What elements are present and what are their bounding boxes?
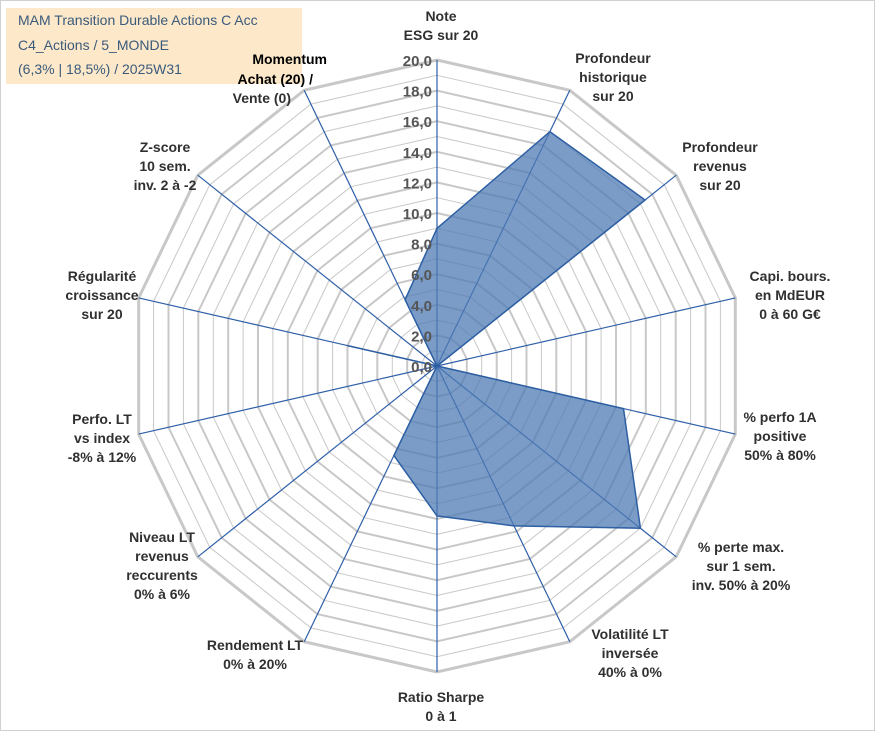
fund-title: MAM Transition Durable Actions C Acc: [18, 12, 258, 28]
series-area: [347, 130, 647, 529]
spoke-line: [138, 365, 438, 435]
category-label: % perte max.: [698, 539, 784, 555]
momentum-label-line1: Momentum: [252, 51, 327, 67]
tick-label: 16,0: [403, 114, 432, 131]
category-label: revenus: [693, 158, 747, 174]
tick-label: 20,0: [403, 53, 432, 70]
category-label: 10 sem.: [139, 158, 190, 174]
tick-label: 2,0: [411, 328, 432, 345]
category-label: -8% à 12%: [68, 449, 137, 465]
tick-label: 12,0: [403, 175, 432, 192]
category-label: Ratio Sharpe: [398, 689, 485, 705]
tick-label: 8,0: [411, 237, 432, 254]
category-label: 50% à 80%: [744, 447, 816, 463]
category-label: Perfo. LT: [72, 411, 132, 427]
tick-label: 14,0: [403, 145, 432, 162]
category-label: croissance: [65, 287, 138, 303]
category-label: Volatilité LT: [591, 626, 669, 642]
category-label: 0 à 1: [425, 708, 456, 724]
category-labels: Note ESG sur 20 Profondeur historique sur 20…: [65, 8, 830, 724]
tick-label: 6,0: [411, 267, 432, 284]
category-label: en MdEUR: [755, 287, 825, 303]
category-label: sur 20: [81, 306, 122, 322]
category-label: historique: [579, 69, 647, 85]
category-label: revenus: [135, 548, 189, 564]
category-label: Régularité: [68, 268, 137, 284]
category-label: vs index: [74, 430, 130, 446]
momentum-label-line3: Vente (0): [232, 90, 291, 106]
spoke-line: [197, 365, 438, 558]
category-label: reccurents: [126, 567, 198, 583]
spoke-line: [436, 297, 736, 367]
category-label: Z-score: [140, 139, 191, 155]
tick-label: 0,0: [411, 359, 432, 376]
category-label: inv. 50% à 20%: [692, 577, 791, 593]
category-label: sur 20: [699, 177, 740, 193]
category-label: Profondeur: [682, 139, 758, 155]
category-label: Capi. bours.: [750, 268, 831, 284]
tick-label: 18,0: [403, 84, 432, 101]
category-label: ESG sur 20: [404, 27, 479, 43]
category-label: 0% à 6%: [134, 586, 191, 602]
category-label: inv. 2 à -2: [134, 177, 197, 193]
fund-category: C4_Actions / 5_MONDE: [18, 37, 169, 53]
category-label: positive: [754, 428, 807, 444]
category-label: Niveau LT: [129, 529, 195, 545]
category-label: % perfo 1A: [743, 409, 816, 425]
category-label: 0% à 20%: [223, 656, 287, 672]
category-label: inversée: [602, 645, 659, 661]
title-box: MAM Transition Durable Actions C Acc C4_…: [6, 8, 302, 84]
category-label: Rendement LT: [207, 637, 304, 653]
tick-label: 10,0: [403, 206, 432, 223]
radial-tick-labels: 0,0 2,0 4,0 6,0 8,0 10,0 12,0 14,0 16,0 18,0 20,0: [403, 53, 432, 376]
category-label: 0 à 60 G€: [759, 306, 821, 322]
category-label: Note: [425, 8, 456, 24]
spoke-line: [197, 174, 438, 367]
category-label: sur 20: [592, 88, 633, 104]
category-label: 40% à 0%: [598, 664, 662, 680]
category-label: Profondeur: [575, 50, 651, 66]
category-label: sur 1 sem.: [706, 558, 775, 574]
tick-label: 4,0: [411, 298, 432, 315]
radar-series: [347, 130, 647, 529]
fund-stats: (6,3% | 18,5%) / 2025W31: [18, 61, 182, 77]
momentum-label-line2: Achat (20) /: [237, 71, 313, 87]
